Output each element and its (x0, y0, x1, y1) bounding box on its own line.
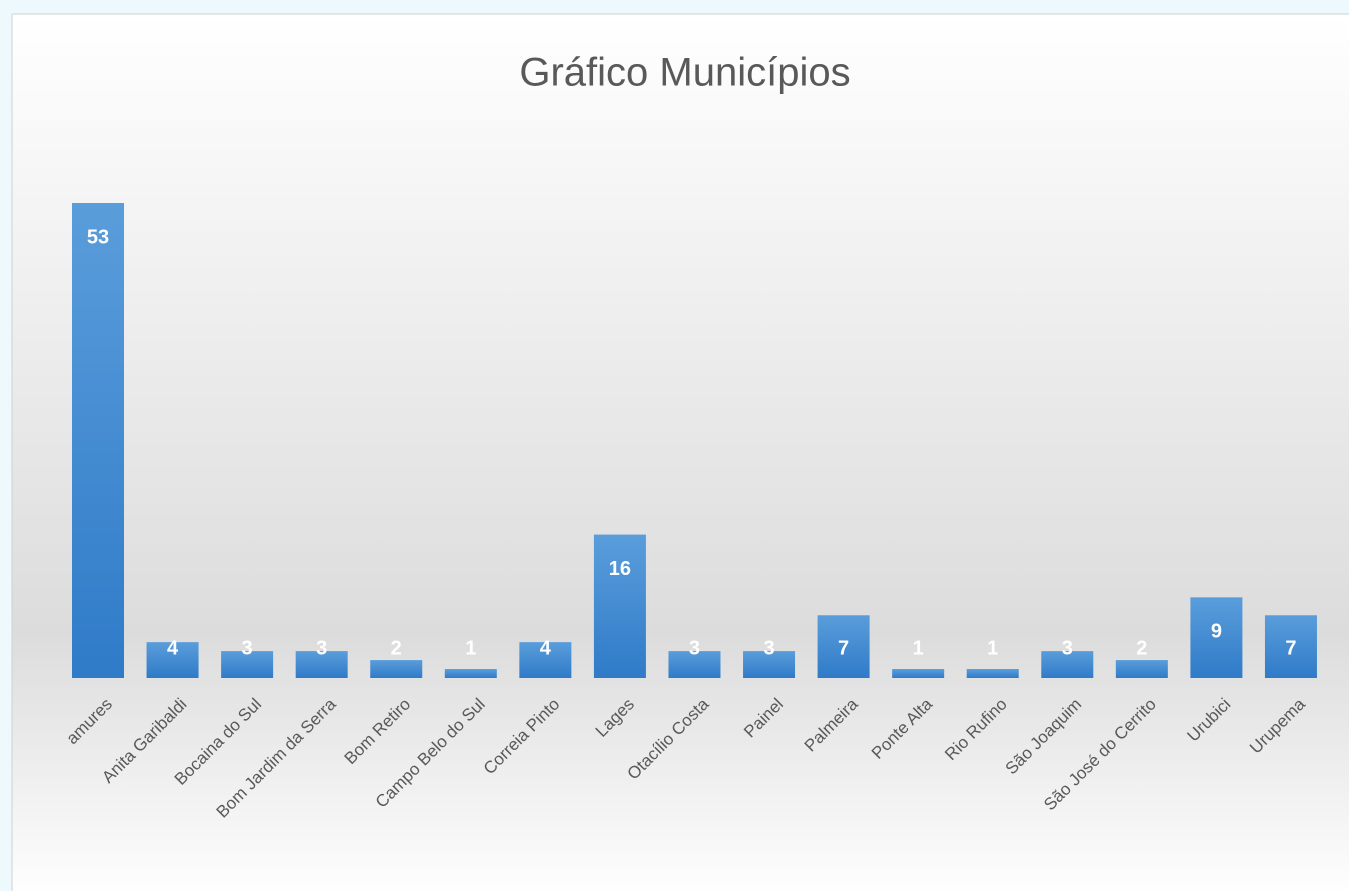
data-label: 7 (1285, 637, 1296, 659)
data-label: 53 (87, 226, 109, 248)
bar (817, 615, 870, 678)
bar (966, 669, 1019, 678)
bar (743, 651, 796, 678)
data-label: 1 (913, 637, 924, 659)
data-label: 2 (391, 637, 402, 659)
bar (593, 534, 646, 678)
data-label: 9 (1211, 621, 1222, 643)
bar (295, 651, 348, 678)
data-label: 1 (465, 637, 476, 659)
bar (370, 660, 423, 678)
data-label: 3 (316, 637, 327, 659)
bar (1264, 615, 1317, 678)
data-label: 3 (763, 637, 774, 659)
data-label: 4 (540, 637, 552, 659)
bar (892, 669, 945, 678)
bar (668, 651, 721, 678)
data-label: 3 (689, 637, 700, 659)
bar (72, 203, 124, 678)
data-label: 1 (987, 637, 998, 659)
data-label: 2 (1136, 637, 1147, 659)
chart-area (11, 13, 1349, 891)
data-label: 4 (167, 637, 179, 659)
bar (1041, 651, 1094, 678)
bar (146, 642, 199, 678)
chart-title: Gráfico Municípios (519, 51, 850, 95)
data-label: 3 (1062, 637, 1073, 659)
bar (1190, 597, 1243, 678)
bar (519, 642, 572, 678)
bar (1115, 660, 1168, 678)
data-label: 16 (609, 558, 631, 580)
data-label: 7 (838, 637, 849, 659)
data-label: 3 (242, 637, 253, 659)
bar (221, 651, 274, 678)
bar (444, 669, 497, 678)
